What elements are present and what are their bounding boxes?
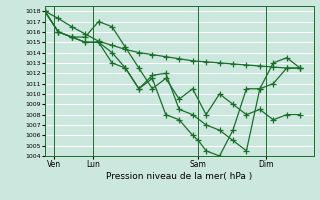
X-axis label: Pression niveau de la mer( hPa ): Pression niveau de la mer( hPa ) (106, 172, 252, 181)
